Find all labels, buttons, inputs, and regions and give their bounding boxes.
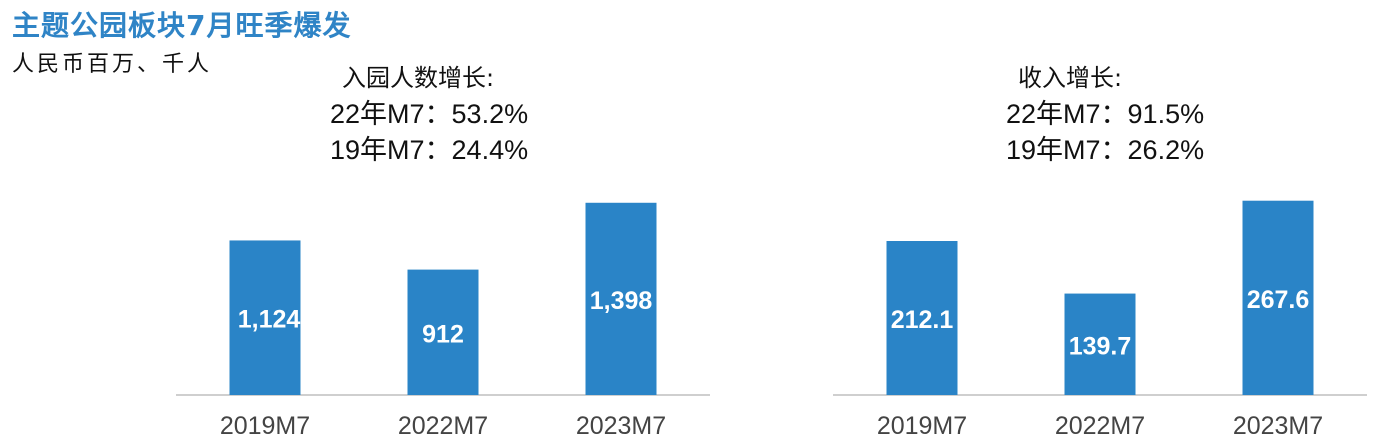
bar (1064, 293, 1136, 395)
bar (585, 202, 657, 395)
x-tick-label: 2023M7 (1233, 412, 1323, 440)
annotation-line: 22年M7：91.5% (1006, 99, 1205, 129)
bar (1242, 200, 1314, 395)
unit-label: 人民币百万、千人 (12, 52, 213, 77)
bar (407, 269, 479, 395)
annotation-line: 19年M7：24.4% (330, 135, 529, 165)
bar-value-label: 139.7 (1069, 332, 1132, 360)
x-tick-label: 2022M7 (1055, 412, 1145, 440)
revenue-growth-annotation: 收入增长: 22年M7：91.5% 19年M7：26.2% (1006, 60, 1204, 168)
x-tick-label: 2022M7 (398, 412, 488, 440)
annotation-line: 19年M7：26.2% (1006, 135, 1205, 165)
visitor-growth-annotation: 入园人数增长: 22年M7：53.2% 19年M7：24.4% (330, 60, 528, 168)
bar-value-label: 1,124 (238, 306, 301, 334)
bar (229, 240, 301, 395)
x-tick-label: 2019M7 (220, 412, 310, 440)
annotation-line: 22年M7：53.2% (330, 99, 529, 129)
x-tick-label: 2019M7 (877, 412, 967, 440)
bar (886, 241, 958, 395)
annotation-title: 入园人数增长: (342, 64, 495, 92)
watermark-text: 格隆汇 (1336, 428, 1376, 443)
annotation-title: 收入增长: (1018, 64, 1123, 92)
bar-value-label: 912 (422, 320, 464, 348)
bar-value-label: 1,398 (590, 287, 653, 315)
page-title: 主题公园板块7月旺季爆发 (12, 9, 352, 42)
x-tick-label: 2023M7 (576, 412, 666, 440)
bar-value-label: 212.1 (891, 306, 954, 334)
bar-value-label: 267.6 (1247, 286, 1310, 314)
